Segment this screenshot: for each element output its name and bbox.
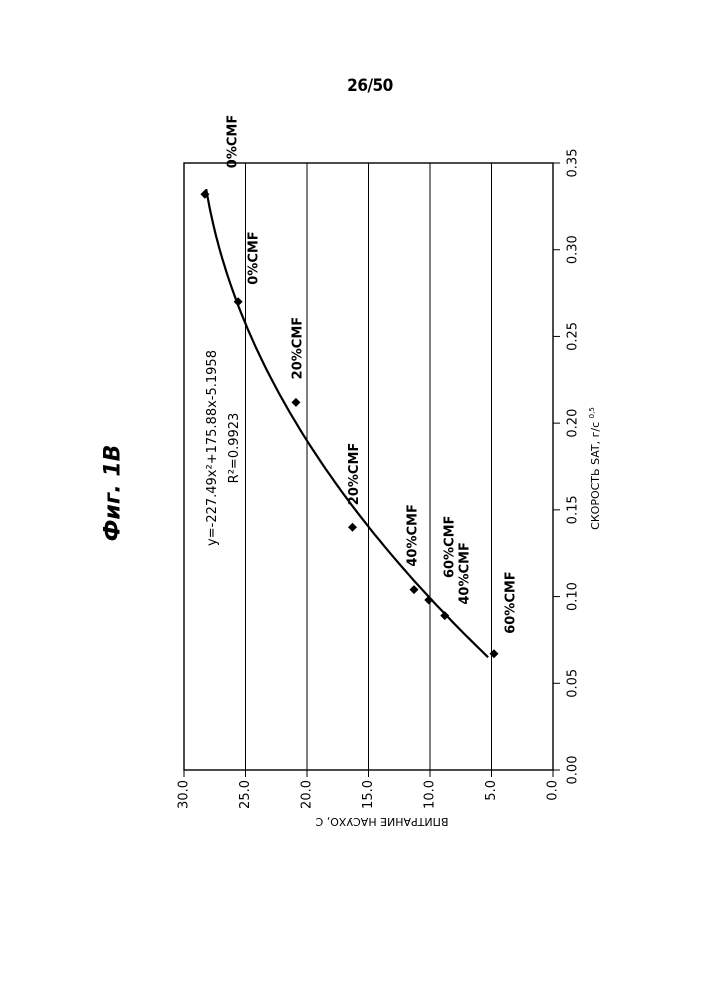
data-label: 0%CMF — [247, 231, 262, 284]
x-axis-label-text: СКОРОСТЬ SAT, г/с — [589, 418, 602, 529]
y-tick-label: 30.0 — [177, 780, 192, 809]
chart: 0.00 0.05 0.10 0.15 0.20 0.25 0.30 0.35 0.0 5.0 10… — [0, 0, 707, 1000]
data-point — [291, 398, 300, 407]
data-point — [440, 611, 449, 620]
x-tick-label: 0.35 — [566, 149, 581, 178]
data-point — [410, 585, 419, 594]
data-label: 40%CMF — [406, 504, 421, 566]
data-point — [489, 649, 498, 658]
y-tick-label: 20.0 — [300, 780, 315, 809]
data-point — [348, 523, 357, 532]
y-axis-label: ВПИТРАНИЕ НАСУХО, С — [315, 815, 448, 828]
y-tick-label: 0.0 — [546, 780, 561, 801]
plot-area: 0.00 0.05 0.10 0.15 0.20 0.25 0.30 0.35 0.0 5.0 10… — [177, 115, 603, 828]
x-tick-label: 0.00 — [566, 756, 581, 785]
y-tick-label: 5.0 — [484, 780, 499, 801]
data-point — [424, 596, 433, 605]
data-label: 60%CMF — [442, 516, 457, 578]
data-label: 40%CMF — [457, 542, 472, 604]
x-tick-label: 0.10 — [566, 582, 581, 611]
trendline-equation: y=-227.49x²+175.88x-5.1958 — [205, 350, 220, 546]
y-tick-label: 15.0 — [361, 780, 376, 809]
y-tick-label: 25.0 — [238, 780, 253, 809]
y-tick-label: 10.0 — [423, 780, 438, 809]
data-label: 60%CMF — [503, 571, 518, 633]
x-tick-label: 0.25 — [566, 322, 581, 351]
data-label: 20%CMF — [290, 317, 305, 379]
x-tick-label: 0.05 — [566, 669, 581, 698]
data-label: 0%CMF — [225, 115, 240, 168]
data-label: 20%CMF — [347, 443, 362, 505]
x-axis-label: СКОРОСТЬ SAT, г/с 0,5 — [588, 407, 602, 530]
x-tick-label: 0.30 — [566, 235, 581, 264]
x-tick-label: 0.20 — [566, 409, 581, 438]
x-axis-label-exponent: 0,5 — [588, 407, 596, 418]
x-tick-label: 0.15 — [566, 495, 581, 524]
trendline-r2: R²=0.9923 — [227, 413, 242, 484]
